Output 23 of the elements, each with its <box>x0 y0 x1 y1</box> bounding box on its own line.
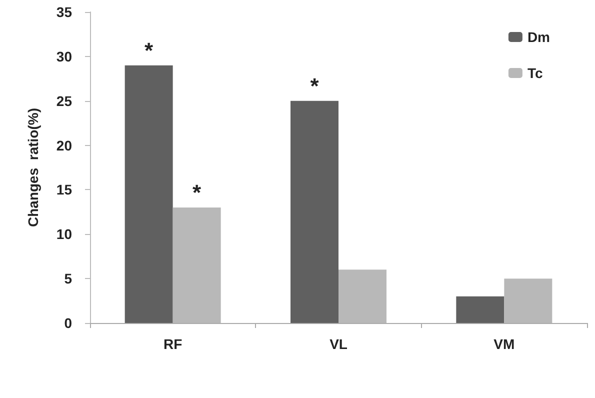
y-tick-label: 20 <box>56 137 72 154</box>
y-tick-label: 25 <box>56 92 72 109</box>
y-tick-label: 5 <box>64 270 72 287</box>
y-tick-label: 10 <box>56 226 72 242</box>
bar <box>124 65 173 323</box>
legend-label: Tc <box>527 65 543 81</box>
x-tick-label: RF <box>163 336 183 352</box>
x-tick-label: VL <box>330 336 348 352</box>
y-tick-label: 30 <box>56 48 72 64</box>
bar <box>338 270 386 323</box>
bar <box>172 207 221 323</box>
annotation: * <box>310 73 320 98</box>
y-tick-label: 35 <box>56 4 72 20</box>
bar <box>456 296 504 323</box>
x-tick-label: VM <box>494 336 515 352</box>
y-tick-label: 0 <box>64 315 72 331</box>
annotation: * <box>144 38 154 63</box>
bar <box>290 100 338 323</box>
legend-label: Dm <box>527 29 550 45</box>
bar <box>504 278 552 323</box>
y-tick-label: 15 <box>56 182 72 198</box>
annotation: * <box>192 180 202 205</box>
y-axis-title: Changes ratio(%) <box>25 108 41 228</box>
